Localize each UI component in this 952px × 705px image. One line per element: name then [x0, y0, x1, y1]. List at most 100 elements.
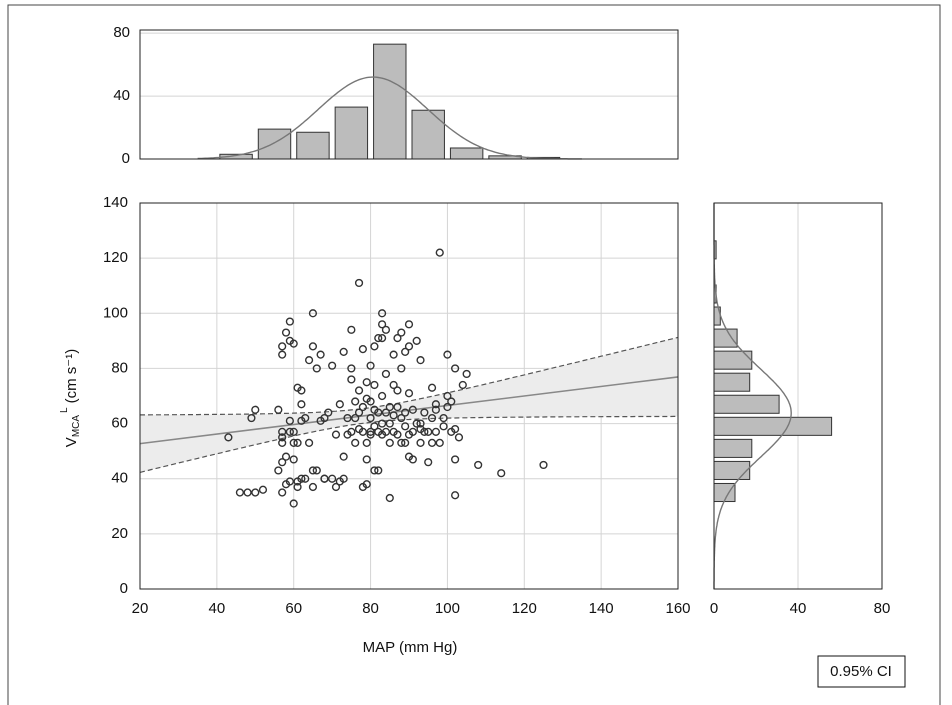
point	[301, 474, 310, 483]
y-tick-label: 40	[113, 87, 130, 104]
point	[443, 402, 452, 412]
point	[370, 422, 379, 431]
point	[424, 427, 433, 436]
fit-curve	[197, 76, 582, 160]
point	[285, 317, 294, 326]
point	[408, 405, 417, 414]
point	[454, 433, 464, 442]
point	[362, 455, 371, 464]
x-tick-label: 60	[285, 600, 302, 617]
point	[374, 408, 383, 417]
bar	[713, 328, 738, 348]
point	[431, 427, 441, 436]
point	[347, 427, 356, 436]
point	[385, 419, 394, 428]
x-tick-label: 40	[209, 600, 226, 617]
x-tick-label: 120	[512, 600, 537, 617]
point	[308, 466, 318, 475]
bar	[334, 106, 369, 160]
point	[539, 460, 548, 470]
y-tick-label: 80	[113, 24, 130, 41]
point	[401, 438, 410, 447]
point	[297, 474, 306, 483]
x-tick-label: 80	[874, 600, 891, 617]
point	[251, 488, 260, 497]
y-label-sup: L	[59, 407, 70, 413]
point	[258, 485, 268, 494]
y-tick-label: 60	[111, 415, 128, 432]
ci-lower	[139, 415, 678, 473]
point	[408, 455, 417, 464]
bar	[713, 438, 753, 458]
point	[393, 334, 402, 343]
point	[385, 402, 394, 412]
point	[278, 427, 287, 436]
point	[316, 350, 325, 359]
point	[354, 408, 364, 417]
point	[251, 405, 260, 414]
point	[416, 356, 425, 365]
bar	[296, 131, 330, 160]
point	[416, 419, 425, 428]
point	[370, 466, 379, 475]
point	[427, 438, 437, 447]
point	[278, 342, 287, 351]
point	[335, 400, 344, 409]
point	[420, 427, 429, 436]
y-tick-label: 100	[103, 304, 128, 321]
point	[362, 480, 371, 489]
point	[343, 413, 352, 423]
y-label-symbol: V	[63, 437, 80, 447]
point	[301, 413, 310, 423]
legend-box	[817, 655, 906, 688]
point	[451, 424, 460, 434]
bar	[257, 128, 292, 160]
point	[247, 413, 256, 423]
plot-frame	[713, 202, 883, 590]
point	[393, 430, 402, 439]
point	[431, 405, 441, 414]
point	[339, 474, 348, 483]
point	[378, 391, 387, 401]
bar	[713, 482, 736, 503]
y-tick-label: 0	[120, 580, 128, 597]
point	[308, 482, 318, 492]
point	[224, 433, 233, 442]
point	[404, 342, 414, 351]
point	[381, 408, 391, 417]
point	[320, 413, 329, 423]
point	[397, 413, 406, 423]
point	[293, 482, 302, 492]
point	[358, 345, 367, 354]
x-tick-label: 40	[790, 600, 807, 617]
frame	[7, 4, 941, 705]
point	[274, 466, 283, 475]
point	[366, 430, 375, 439]
point	[420, 408, 429, 417]
point	[378, 320, 387, 329]
point	[358, 402, 367, 412]
point	[339, 347, 348, 356]
point	[339, 452, 348, 461]
point	[443, 391, 452, 401]
y-label-unit: (cm s⁻¹)	[63, 349, 80, 404]
y-tick-label: 20	[111, 525, 128, 542]
legend-label: 0.95% CI	[830, 663, 892, 680]
point	[474, 460, 483, 470]
point	[289, 339, 298, 348]
point	[289, 438, 298, 447]
point	[427, 383, 437, 392]
y-tick-label: 80	[111, 359, 128, 376]
x-tick-label: 0	[710, 600, 718, 617]
point	[289, 455, 298, 464]
point	[351, 397, 360, 406]
point	[451, 491, 460, 500]
bar	[373, 43, 407, 160]
point	[435, 438, 444, 447]
point	[297, 400, 306, 409]
bar	[713, 394, 780, 414]
point	[281, 328, 291, 337]
point	[320, 474, 329, 483]
point	[378, 419, 387, 428]
ci-upper	[140, 336, 679, 416]
